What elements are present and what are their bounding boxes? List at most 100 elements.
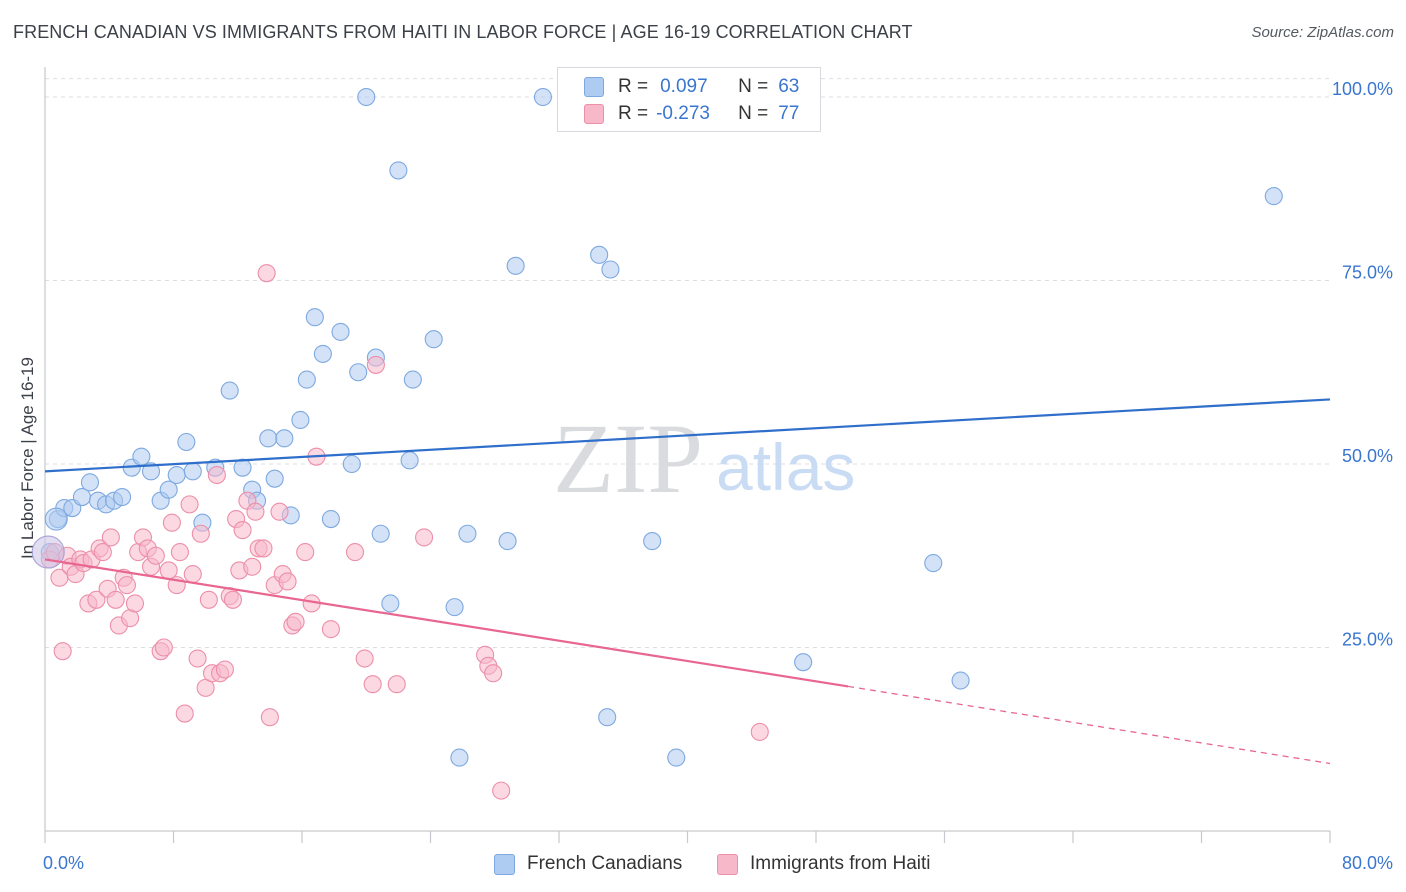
- point-series-1-67: [355, 649, 374, 668]
- point-series-1-19: [117, 576, 136, 595]
- point-series-0-45: [450, 748, 469, 767]
- point-series-0-36: [357, 87, 376, 107]
- point-series-0-54: [667, 748, 686, 767]
- point-series-1-33: [175, 704, 194, 723]
- point-series-0-55: [794, 653, 813, 672]
- point-series-0-42: [403, 370, 422, 389]
- point-series-0-32: [321, 510, 340, 529]
- point-series-1-61: [286, 612, 305, 631]
- point-series-1-13: [93, 543, 112, 562]
- point-series-0-47: [498, 532, 517, 551]
- point-series-0-56: [924, 554, 943, 573]
- point-series-0-43: [424, 330, 443, 349]
- point-series-1-66: [345, 543, 365, 562]
- legend-label-immigrants-from-haiti: Immigrants from Haiti: [750, 853, 931, 874]
- point-series-1-51: [246, 502, 265, 521]
- n-value: 77: [778, 103, 800, 124]
- point-series-0-51: [601, 260, 620, 279]
- point-series-1-69: [366, 355, 385, 374]
- point-series-1-71: [415, 528, 434, 547]
- r-value: 0.097: [660, 76, 708, 97]
- stats-legend: R = 0.097 N = 63 R = -0.273 N = 77: [557, 67, 821, 132]
- point-series-1-41: [207, 465, 226, 485]
- point-series-0-35: [349, 363, 368, 382]
- point-series-0-41: [400, 451, 419, 470]
- y-tick-label-2: 75.0%: [1342, 263, 1393, 283]
- point-series-1-15: [101, 528, 120, 547]
- trend-line-series-1: [44, 558, 849, 688]
- point-series-0-31: [313, 344, 332, 363]
- trend-layer: [44, 398, 1331, 765]
- point-series-1-34: [180, 495, 199, 514]
- point-series-0-25: [265, 469, 284, 488]
- point-series-1-37: [191, 524, 210, 543]
- point-series-0-11: [132, 447, 151, 466]
- point-series-1-68: [363, 675, 382, 694]
- legend-item-immigrants-from-haiti: Immigrants from Haiti: [717, 852, 931, 876]
- point-series-0-30: [305, 308, 324, 327]
- point-overlap-cluster: [31, 535, 65, 569]
- point-series-0-16: [177, 432, 196, 452]
- point-series-0-14: [159, 480, 178, 499]
- point-series-0-28: [291, 410, 310, 430]
- point-series-1-75: [492, 781, 511, 800]
- point-series-1-28: [154, 638, 173, 657]
- axis-layer: [44, 67, 1331, 843]
- point-series-1-30: [162, 513, 181, 532]
- stats-row-immigrants-from-haiti: R = -0.273 N = 77: [584, 101, 799, 127]
- point-series-1-45: [223, 590, 242, 609]
- point-series-0-58: [1264, 187, 1283, 206]
- x-tick-label-min: 0.0%: [43, 853, 84, 873]
- tick-label-layer: 25.0% 50.0% 75.0% 100.0% 0.0% 80.0%: [43, 79, 1393, 873]
- point-series-0-29: [297, 370, 316, 389]
- x-tick-label-max: 80.0%: [1342, 853, 1393, 873]
- n-label: N =: [738, 76, 769, 97]
- stats-row-french-canadians: R = 0.097 N = 63: [584, 74, 799, 100]
- point-series-1-59: [278, 572, 297, 591]
- point-series-0-26: [275, 429, 294, 448]
- point-series-1-21: [125, 594, 144, 613]
- legend-item-french-canadians: French Canadians: [494, 852, 682, 876]
- r-label: R =: [618, 103, 649, 124]
- point-series-1-39: [199, 590, 218, 609]
- point-series-0-9: [113, 487, 132, 507]
- point-series-0-53: [643, 532, 662, 551]
- point-series-0-5: [80, 473, 100, 492]
- point-series-1-55: [260, 708, 279, 727]
- trend-line-extension-series-1: [848, 685, 1331, 765]
- point-series-1-62: [296, 543, 315, 562]
- point-series-0-38: [371, 524, 390, 543]
- point-series-1-36: [188, 649, 207, 668]
- point-series-0-17: [183, 462, 202, 481]
- swatch-immigrants-from-haiti: [584, 104, 604, 124]
- point-series-0-49: [533, 87, 552, 107]
- y-tick-label-0: 25.0%: [1342, 630, 1393, 650]
- point-series-1-43: [215, 660, 234, 679]
- point-series-1-76: [750, 722, 769, 741]
- point-series-0-20: [220, 381, 239, 400]
- point-series-0-46: [458, 524, 477, 543]
- point-series-1-26: [146, 546, 165, 565]
- point-series-0-cluster: [44, 507, 68, 531]
- point-series-1-53: [254, 539, 273, 558]
- y-tick-label-3: 100.0%: [1332, 79, 1393, 99]
- n-value: 63: [778, 76, 800, 97]
- point-series-0-21: [233, 458, 252, 477]
- point-series-1-57: [270, 502, 289, 521]
- point-series-1-32: [170, 543, 189, 562]
- point-series-1-35: [183, 565, 202, 584]
- swatch-french-canadians: [584, 77, 604, 97]
- y-tick-label-1: 50.0%: [1342, 446, 1393, 466]
- point-series-0-24: [259, 429, 278, 448]
- r-value: -0.273: [656, 103, 710, 124]
- point-series-1-48: [233, 521, 252, 540]
- point-series-0-15: [167, 465, 186, 485]
- point-series-1-50: [243, 557, 262, 576]
- legend-swatch-french-canadians: [494, 853, 515, 875]
- point-series-0-33: [331, 322, 350, 341]
- n-label: N =: [738, 103, 769, 124]
- chart-source: Source: ZipAtlas.com: [1251, 24, 1394, 41]
- point-series-0-34: [342, 454, 361, 474]
- point-series-1-70: [387, 675, 406, 694]
